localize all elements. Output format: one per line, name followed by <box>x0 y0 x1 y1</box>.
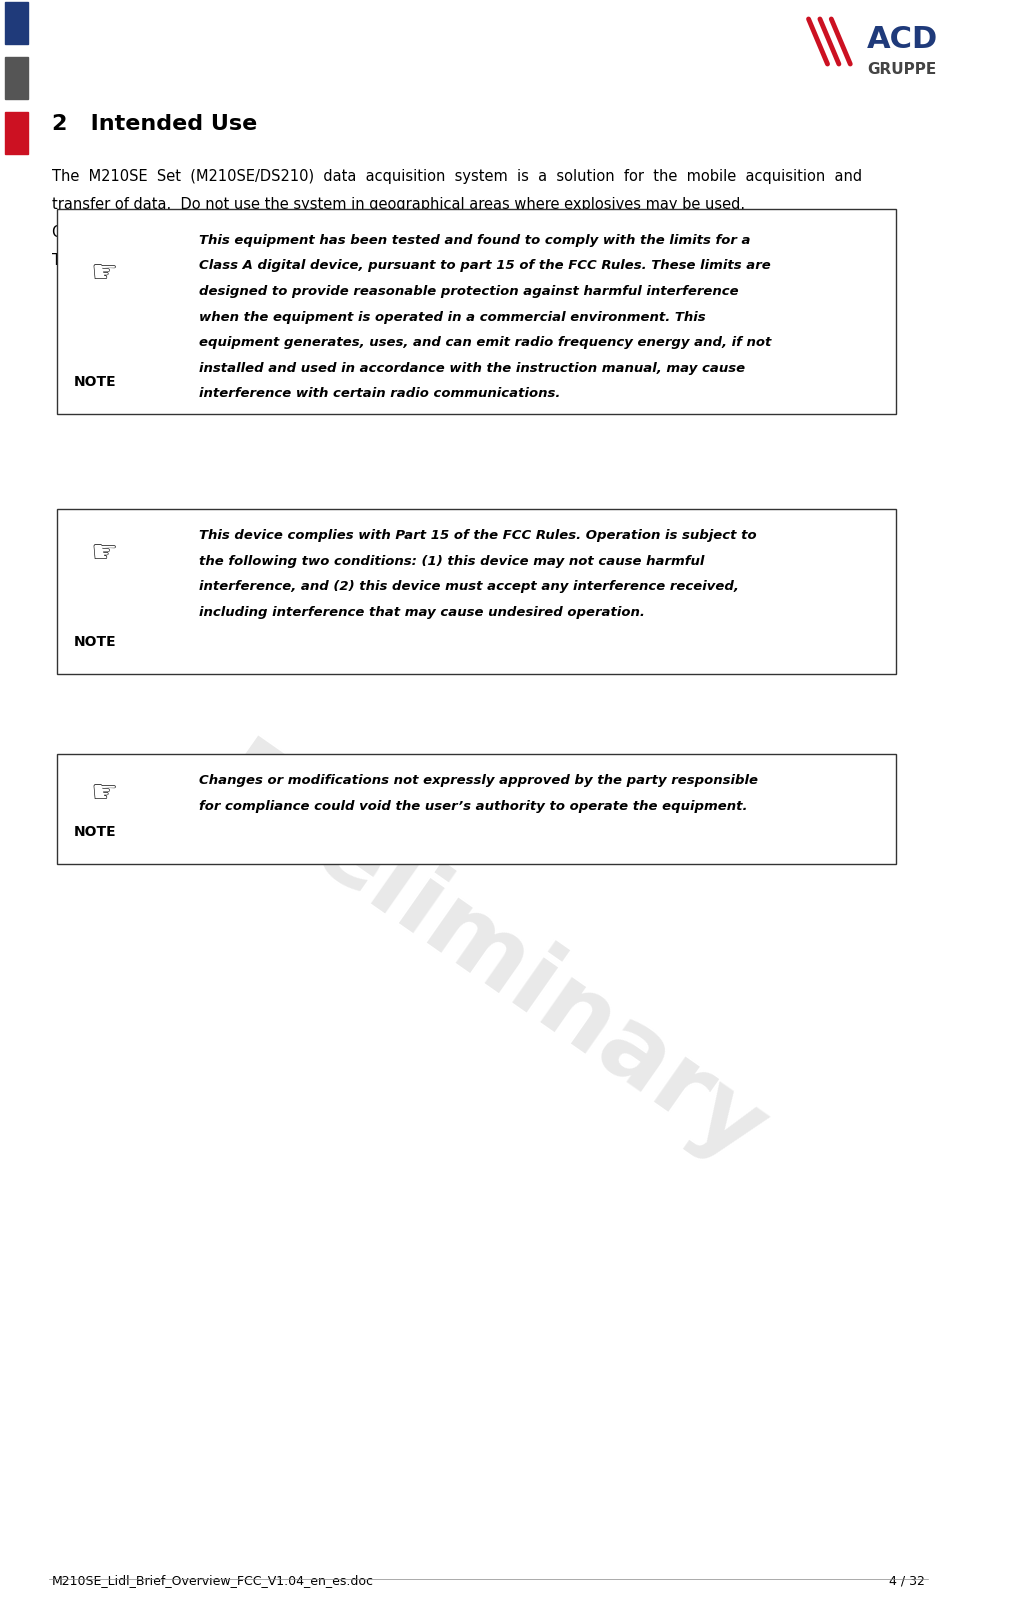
Text: the following two conditions: (1) this device may not cause harmful: the following two conditions: (1) this d… <box>199 555 704 568</box>
Text: installed and used in accordance with the instruction manual, may cause: installed and used in accordance with th… <box>199 362 745 375</box>
Text: NOTE: NOTE <box>73 375 117 389</box>
Text: designed to provide reasonable protection against harmful interference: designed to provide reasonable protectio… <box>199 285 738 298</box>
Text: The  M210SE  Set  (M210SE/DS210)  data  acquisition  system  is  a  solution  fo: The M210SE Set (M210SE/DS210) data acqui… <box>53 169 862 183</box>
Text: transfer of data.  Do not use the system in geographical areas where explosives : transfer of data. Do not use the system … <box>53 196 745 212</box>
Text: for compliance could void the user’s authority to operate the equipment.: for compliance could void the user’s aut… <box>199 800 747 813</box>
Text: ☞: ☞ <box>91 539 118 568</box>
Bar <box>5 56 29 100</box>
Bar <box>5 2 29 43</box>
FancyBboxPatch shape <box>57 508 896 674</box>
Text: equipment generates, uses, and can emit radio frequency energy and, if not: equipment generates, uses, and can emit … <box>199 336 771 349</box>
Text: This equipment has been tested and found to comply with the limits for a: This equipment has been tested and found… <box>199 233 751 248</box>
Text: This device complies with Part 15 of the FCC Rules. Operation is subject to: This device complies with Part 15 of the… <box>199 529 757 542</box>
Text: Observe all warning information regarding the use of wireless devices.: Observe all warning information regardin… <box>53 225 571 240</box>
Text: interference, and (2) this device must accept any interference received,: interference, and (2) this device must a… <box>199 579 739 594</box>
Text: GRUPPE: GRUPPE <box>867 61 936 77</box>
Text: The supplied connection kit (see Point 1) is only intended for use with the M210: The supplied connection kit (see Point 1… <box>53 253 691 269</box>
Text: ☞: ☞ <box>91 259 118 288</box>
Text: including interference that may cause undesired operation.: including interference that may cause un… <box>199 605 645 618</box>
Text: NOTE: NOTE <box>73 636 117 648</box>
Text: Changes or modifications not expressly approved by the party responsible: Changes or modifications not expressly a… <box>199 774 758 787</box>
Text: 2   Intended Use: 2 Intended Use <box>53 114 258 134</box>
Text: M210SE_Lidl_Brief_Overview_FCC_V1.04_en_es.doc: M210SE_Lidl_Brief_Overview_FCC_V1.04_en_… <box>53 1574 374 1586</box>
Text: Preliminary: Preliminary <box>194 732 783 1186</box>
Text: interference with certain radio communications.: interference with certain radio communic… <box>199 388 561 401</box>
Text: Class A digital device, pursuant to part 15 of the FCC Rules. These limits are: Class A digital device, pursuant to part… <box>199 259 771 272</box>
Text: when the equipment is operated in a commercial environment. This: when the equipment is operated in a comm… <box>199 311 705 323</box>
Text: ☞: ☞ <box>91 779 118 808</box>
FancyBboxPatch shape <box>57 209 896 414</box>
Text: 4 / 32: 4 / 32 <box>890 1574 925 1586</box>
FancyBboxPatch shape <box>57 755 896 864</box>
Text: ACD: ACD <box>867 24 938 53</box>
Bar <box>5 113 29 154</box>
Text: NOTE: NOTE <box>73 825 117 838</box>
